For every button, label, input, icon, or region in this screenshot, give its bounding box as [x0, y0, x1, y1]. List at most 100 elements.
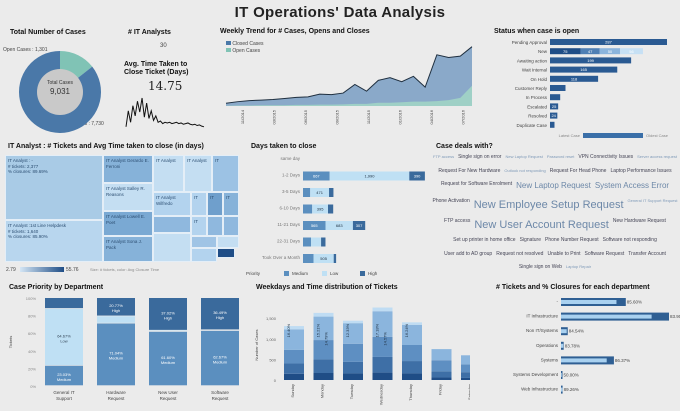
treemap-cell[interactable] [223, 216, 239, 236]
priority-bar-high [45, 298, 83, 309]
cell-closure: % closures: 85.90% [8, 234, 48, 240]
treemap-cell[interactable]: IT Analyst Salley R. Reasons [103, 183, 153, 211]
word-cloud-term[interactable]: VPN Connectivity Issues [578, 154, 634, 161]
wordcloud-title: Case deals with? [436, 143, 493, 150]
treemap-cell[interactable] [217, 236, 239, 248]
treemap-cell[interactable] [153, 216, 191, 233]
treemap-cell[interactable]: IT Analyst : - # tickets: 2,377% closures… [5, 155, 103, 220]
days-bar-low [311, 237, 322, 247]
word-cloud-term[interactable]: Outlook not responding [504, 167, 546, 173]
status-bar [550, 57, 632, 64]
word-cloud-term[interactable]: New Hardware Request [612, 217, 666, 224]
treemap-cell[interactable]: IT Analyst [184, 155, 212, 192]
word-cloud-term[interactable]: Software not responding [602, 237, 657, 244]
status-label: Wait Internal [522, 68, 547, 73]
status-bar-segment [599, 48, 621, 55]
treemap-cell[interactable]: IT [191, 192, 207, 216]
word-cloud-term[interactable]: System Access Error [594, 181, 670, 191]
status-label: Resolved [528, 114, 547, 119]
priority-name-label: Medium [57, 377, 72, 382]
status-chart: Pending Approval 287 New 75 47 50 56 Awaiting a… [512, 39, 669, 138]
dept-label: Support [56, 396, 73, 401]
treemap-cell[interactable] [191, 236, 217, 248]
word-cloud-term[interactable]: FTP access [444, 217, 471, 224]
dashboard-title: IT Operations' Data Analysis [234, 4, 446, 21]
days-label: 3-5 Days [282, 189, 301, 194]
weekday-bar-segment [343, 323, 363, 344]
word-cloud-term[interactable]: Signature [519, 237, 541, 244]
legend-closed-label: Closed Cases [232, 41, 264, 47]
days-bar-label: 1,990 [364, 174, 375, 179]
treemap-cell[interactable] [153, 233, 191, 262]
word-cloud-term[interactable]: Unable to Print [547, 250, 581, 257]
word-cloud-term[interactable]: General IT Support Request [627, 197, 678, 203]
cell-closure: % closures: 89.69% [8, 169, 48, 175]
days-label: 11-21 Days [277, 222, 300, 227]
days-bar-label: 565 [311, 223, 318, 228]
word-cloud-term[interactable]: Request For Head Phone [549, 167, 607, 174]
status-label: In Process [526, 95, 548, 100]
days-bar-low [313, 254, 334, 263]
open-cases-area [226, 85, 472, 106]
word-cloud-term[interactable]: Phone Number Request [545, 237, 599, 244]
weekday-bar-segment [284, 373, 304, 380]
avg-time-sparkline [125, 97, 205, 128]
word-cloud-term[interactable]: Transfer Account [628, 250, 666, 257]
priority-name-label: Medium [213, 359, 228, 364]
word-cloud-term[interactable]: New Laptop Request [505, 154, 543, 160]
days-bar-medium [303, 254, 314, 263]
priority-bar-medium [149, 331, 187, 386]
word-cloud-term[interactable]: Request not resolved [496, 250, 544, 257]
days-bar-medium [303, 171, 330, 181]
weekday-bar-segment [343, 373, 363, 380]
treemap-cell[interactable] [191, 248, 217, 262]
word-cloud-term[interactable]: Set up printer in home office [453, 237, 516, 244]
word-cloud-term[interactable]: FTP access [433, 154, 455, 160]
word-cloud-term[interactable]: Laptop Repair [565, 264, 592, 270]
word-cloud-term[interactable]: Single sign on Web [518, 264, 562, 271]
word-cloud-term[interactable]: User add to AD group [444, 250, 493, 257]
treemap-cell[interactable]: IT [223, 192, 239, 216]
word-cloud-term[interactable]: Phone Activation [432, 197, 470, 204]
weekday-pct-label: 14.57% [383, 332, 388, 346]
word-cloud-term[interactable]: New Laptop Request [516, 181, 591, 191]
treemap-cell[interactable]: IT Analyst Wilfredo [153, 192, 191, 216]
weekday-bar-segment [402, 373, 422, 380]
status-bar-label: 24 [551, 113, 556, 118]
dept-closure-label: 84.54% [569, 329, 584, 334]
word-cloud-term[interactable]: New Employee Setup Request [473, 198, 624, 211]
treemap-cell[interactable]: IT Analyst Gerardo E. Ferroni [103, 155, 153, 183]
priority-bar-high [149, 298, 187, 330]
treemap-cell[interactable]: IT [191, 216, 207, 236]
word-cloud-term[interactable]: New User Account Request [474, 218, 609, 231]
word-cloud-term[interactable]: Server access request [637, 154, 677, 160]
weekday-bar-segment [372, 336, 393, 357]
priority-name-label: Low [60, 338, 67, 343]
treemap-cell[interactable]: IT [212, 155, 239, 192]
weekday-bar-segment [313, 359, 334, 373]
status-bar [550, 112, 558, 119]
word-cloud-term[interactable]: Request For New Hardware [438, 167, 501, 174]
treemap-cell[interactable]: IT Analyst Sona J. Pack [103, 236, 153, 262]
word-cloud-term[interactable]: Software Request [584, 250, 625, 257]
treemap-cell[interactable]: IT Analyst Lowell E. Poet [103, 211, 153, 236]
treemap-cell[interactable]: IT [207, 192, 223, 216]
priority-name-label: Medium [109, 356, 124, 361]
priority-pct-label: 61.60% [161, 355, 175, 360]
avg-time-title-1: Avg. Time Taken to [124, 61, 188, 68]
word-cloud-term[interactable]: Request for Software Enrolment [440, 181, 513, 188]
dept-closure-bar [561, 358, 607, 363]
treemap-cell[interactable] [217, 248, 235, 258]
weekday-label: Monday [320, 384, 325, 398]
avg-time-title-2: Close Ticket (Days) [124, 69, 189, 76]
treemap-cell[interactable] [207, 216, 223, 236]
word-cloud-term[interactable]: Laptop Performance Issues [610, 167, 672, 174]
priority-pct-label: 36.49% [213, 310, 227, 315]
treemap-cell[interactable]: IT Analyst :1st Line Helpdesk # tickets: … [5, 220, 103, 262]
word-cloud-term[interactable]: Password reset [546, 154, 575, 160]
dept-label: Non IT/Systems [526, 328, 559, 333]
weekday-bar-segment [284, 349, 304, 364]
word-cloud-term[interactable]: Single sign on error [458, 154, 502, 161]
weekday-label: Friday [438, 384, 443, 395]
treemap-cell[interactable]: IT Analyst [153, 155, 184, 192]
